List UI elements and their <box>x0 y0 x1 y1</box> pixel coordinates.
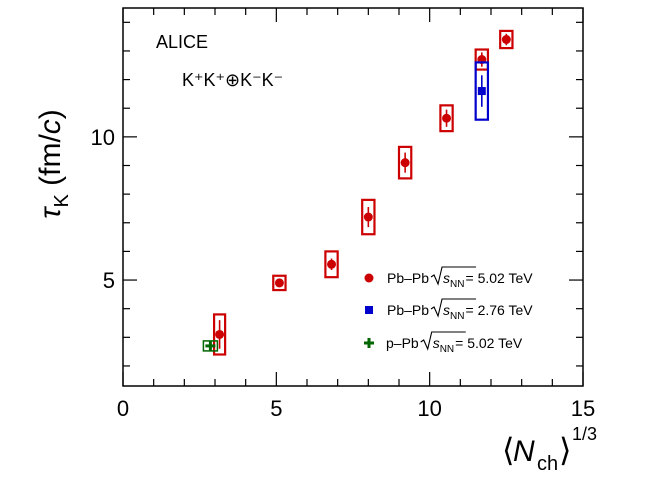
syst-box <box>474 61 490 121</box>
legend-marker <box>364 273 374 283</box>
annotation-system: K⁺K⁺⊕K⁻K⁻ <box>182 70 283 90</box>
y-tick-label: 10 <box>91 125 115 150</box>
data-point <box>363 212 373 222</box>
syst-box <box>324 250 339 279</box>
svg-text:⟩: ⟩ <box>559 432 571 468</box>
data-point <box>442 113 452 123</box>
axis-ticks: 0 5 10 15 5 10 <box>91 8 595 421</box>
y-tick-label: 5 <box>103 268 115 293</box>
y-axis-title-close: ) <box>34 109 67 119</box>
legend-label: p–Pb <box>386 335 419 351</box>
syst-box <box>212 313 227 356</box>
x-tick-label: 15 <box>571 396 595 421</box>
syst-box <box>397 145 413 180</box>
legend-energy: = 5.02 TeV <box>466 270 534 286</box>
legend-sqrt-s: sNN <box>433 335 454 355</box>
sqrt-icon <box>430 298 477 318</box>
svg-text:⟨: ⟨ <box>502 432 514 468</box>
legend: Pb–Pb sNN = 5.02 TeV Pb–Pb sNN = 2.76 TeV… <box>364 266 534 355</box>
legend-energy: = 2.76 TeV <box>466 302 534 318</box>
syst-box <box>474 48 490 71</box>
annotation-alice: ALICE <box>156 32 208 52</box>
data-series <box>202 29 514 356</box>
syst-box <box>272 274 287 292</box>
series-0 <box>212 29 514 356</box>
syst-box <box>499 29 514 50</box>
syst-box <box>361 198 376 236</box>
legend-sqrt-s: sNN <box>443 270 464 290</box>
series-1 <box>474 61 490 121</box>
y-axis-title-unit: (fm/ <box>34 134 67 195</box>
y-axis-title: τK (fm/c) <box>34 109 73 219</box>
svg-text:N: N <box>513 435 535 468</box>
svg-text:ch: ch <box>537 453 558 475</box>
x-axis-title: ⟨ N ch ⟩ 1/3 <box>502 424 597 475</box>
legend-label: Pb–Pb <box>387 302 429 318</box>
syst-box <box>439 104 454 133</box>
y-axis-title-tau: τ <box>34 206 67 219</box>
legend-label: Pb–Pb <box>387 270 429 286</box>
sqrt-icon <box>420 331 466 351</box>
data-point <box>274 278 284 288</box>
data-point <box>501 35 511 44</box>
sqrt-icon <box>430 266 477 286</box>
legend-marker <box>365 306 373 314</box>
y-axis-title-c: c <box>34 119 67 134</box>
data-point <box>400 158 410 168</box>
data-point <box>215 329 225 339</box>
x-tick-label: 5 <box>270 396 282 421</box>
legend-energy: = 5.02 TeV <box>455 335 523 351</box>
data-point <box>327 259 337 269</box>
x-tick-label: 10 <box>417 396 441 421</box>
svg-text:τK (fm/c): τK (fm/c) <box>34 109 73 219</box>
legend-sqrt-s: sNN <box>443 302 464 322</box>
data-point <box>477 87 486 96</box>
svg-text:1/3: 1/3 <box>572 424 597 444</box>
series-2 <box>202 340 219 352</box>
x-tick-label: 0 <box>117 396 129 421</box>
plot-frame <box>122 7 584 387</box>
y-axis-title-sub: K <box>51 194 73 208</box>
